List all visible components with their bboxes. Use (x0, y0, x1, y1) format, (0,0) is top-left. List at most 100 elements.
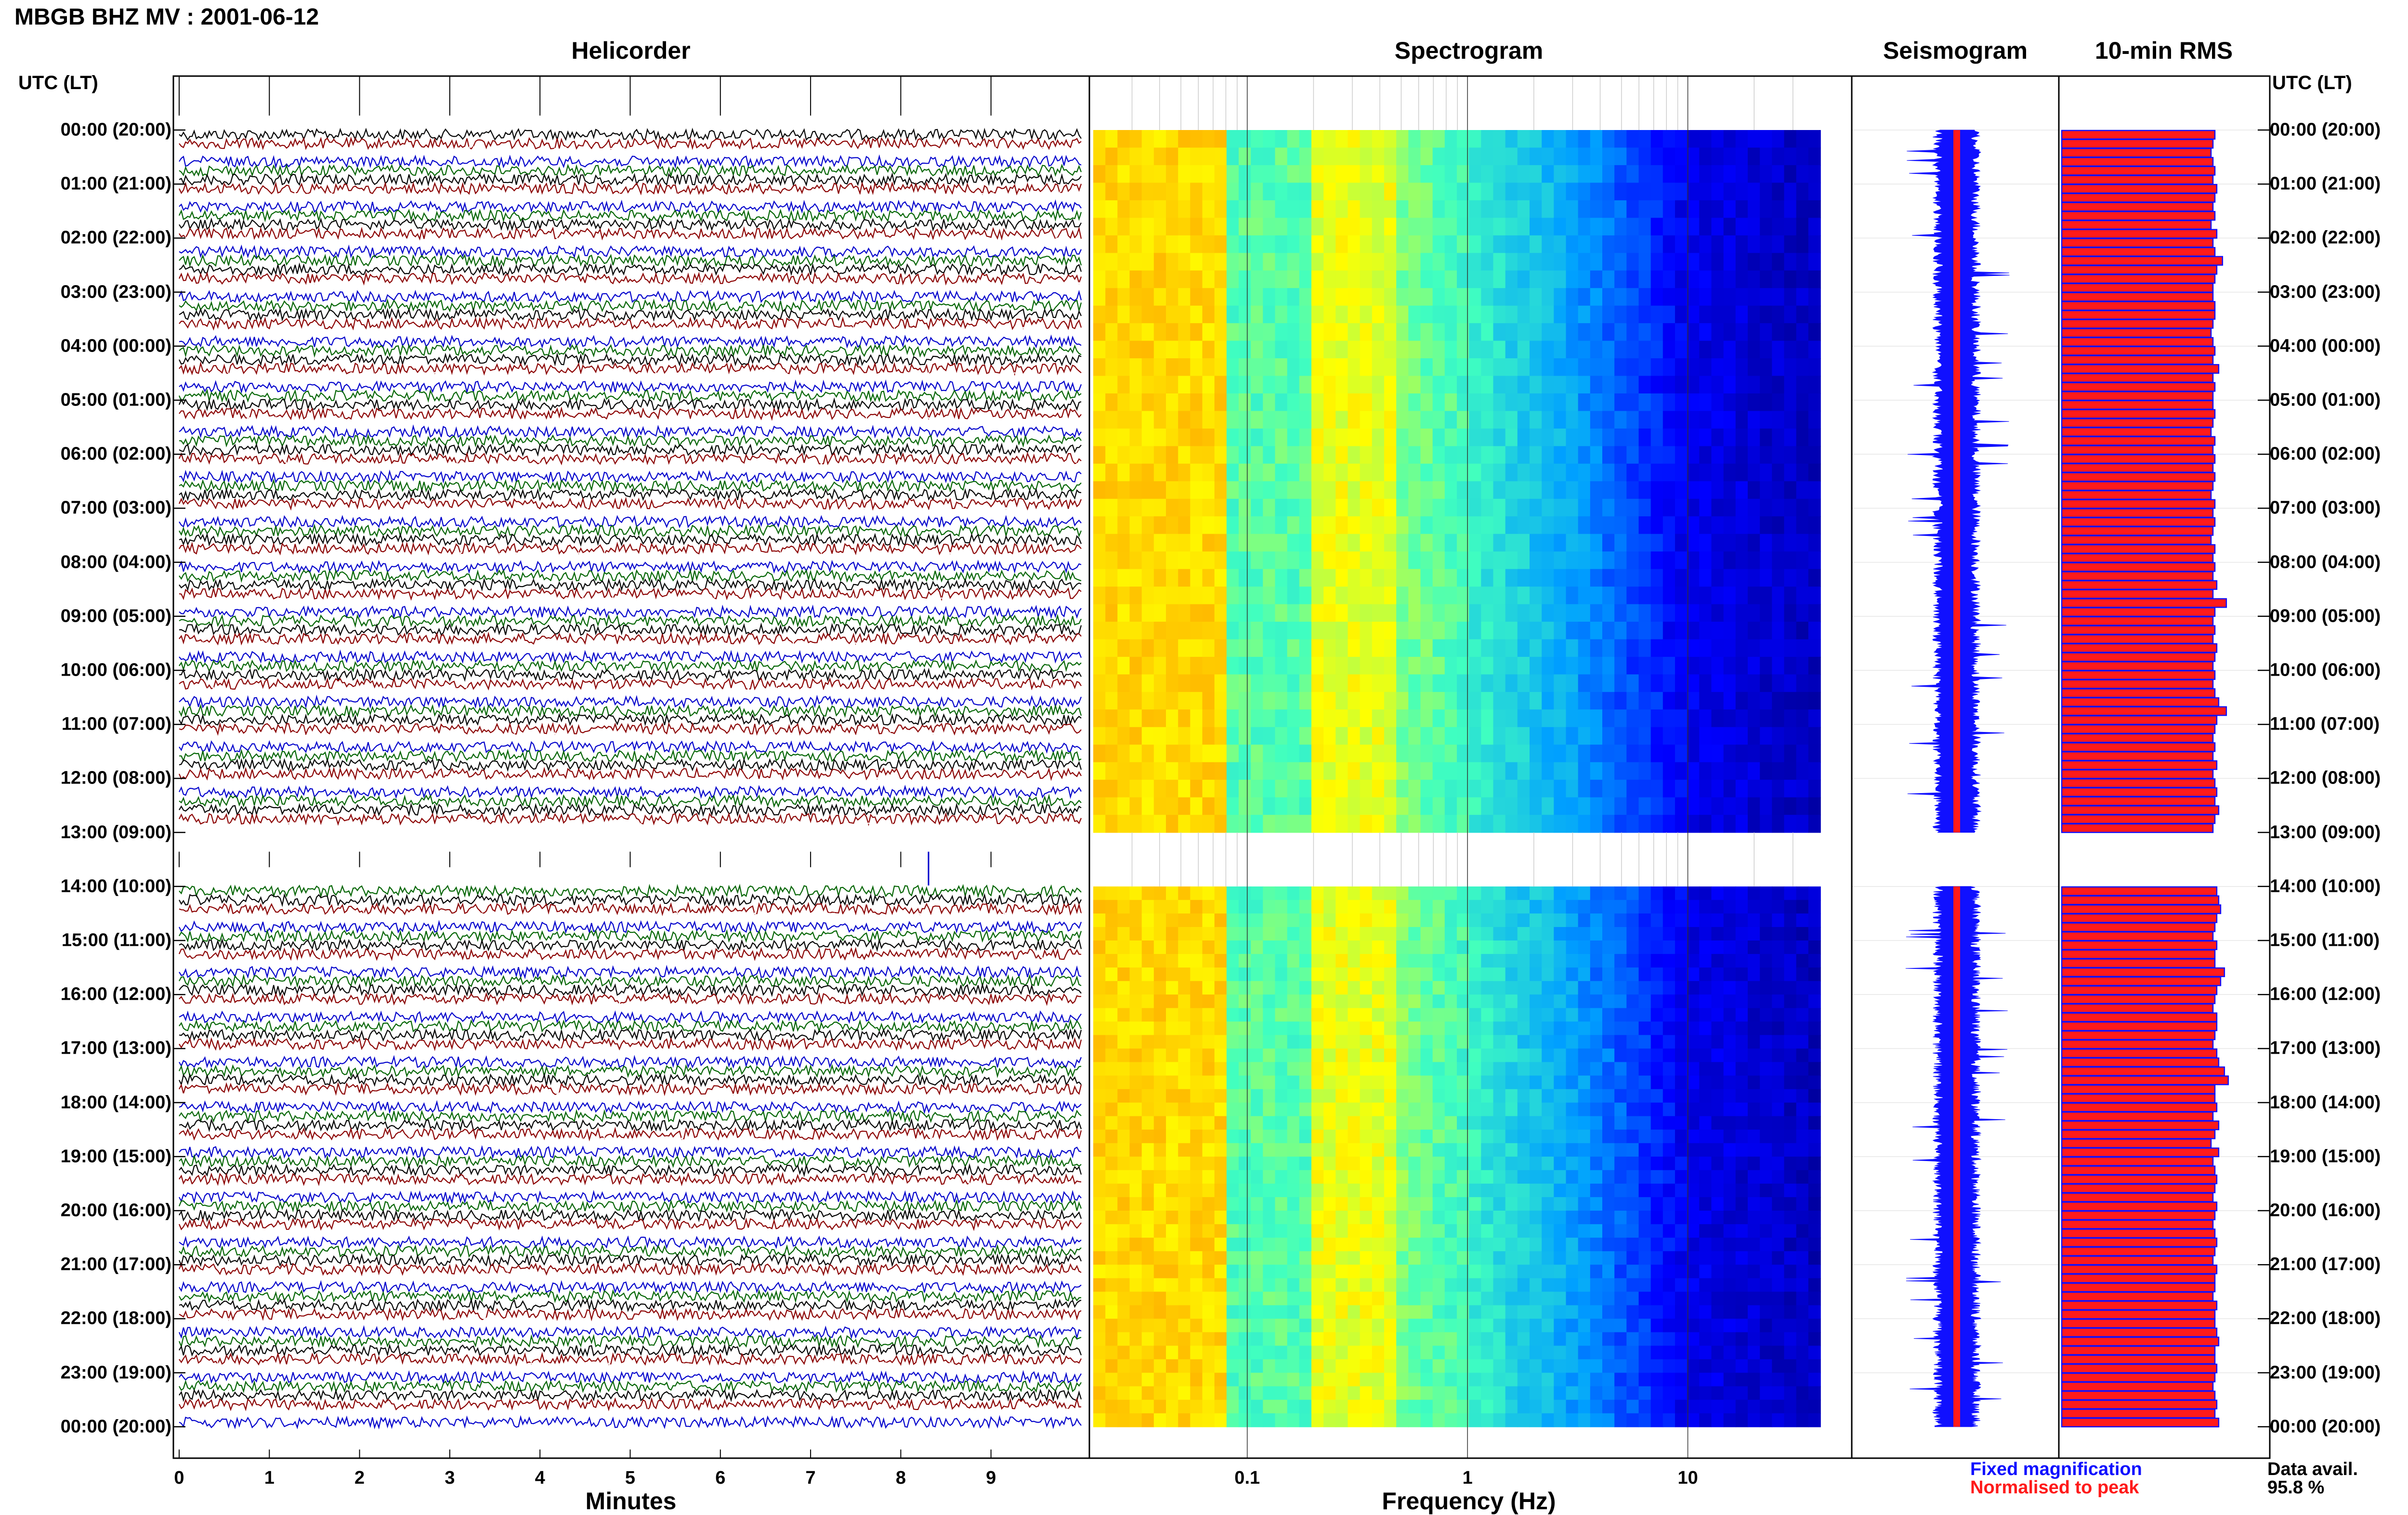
spectrogram-cell (1796, 1008, 1809, 1022)
spectrogram-cell (1287, 622, 1300, 640)
spectrogram-cell (1712, 271, 1724, 288)
spectrogram-cell (1602, 1346, 1615, 1360)
spectrogram-cell (1493, 1211, 1506, 1225)
spectrogram-cell (1166, 709, 1178, 727)
spectrogram-cell (1421, 1116, 1433, 1130)
spectrogram-cell (1626, 727, 1639, 745)
spectrogram-cell (1493, 967, 1506, 981)
spectrogram-cell (1724, 446, 1736, 464)
spectrogram-cell (1178, 967, 1191, 981)
spectrogram-cell (1626, 341, 1639, 359)
spectrogram-cell (1590, 954, 1603, 968)
spectrogram-cell (1724, 1076, 1736, 1090)
spectrogram-cell (1493, 994, 1506, 1008)
spectrogram-cell (1360, 1386, 1373, 1400)
spectrogram-cell (1348, 551, 1361, 569)
spectrogram-cell (1396, 1021, 1409, 1035)
spectrogram-cell (1699, 218, 1712, 235)
spectrogram-cell (1178, 464, 1191, 482)
spectrogram-cell (1203, 551, 1215, 569)
spectrogram-cell (1239, 900, 1251, 914)
spectrogram-cell (1105, 815, 1118, 833)
spectrogram-cell (1433, 1332, 1445, 1346)
spectrogram-cell (1687, 218, 1700, 235)
spectrogram-cell (1105, 1089, 1118, 1103)
spectrogram-cell (1215, 657, 1227, 675)
spectrogram-cell (1469, 1143, 1481, 1157)
spectrogram-cell (1360, 1008, 1373, 1022)
spectrogram-cell (1384, 393, 1397, 411)
spectrogram-cell (1566, 218, 1579, 235)
spectrogram-cell (1481, 218, 1493, 235)
spectrogram-cell (1227, 1251, 1239, 1265)
spectrogram-cell (1784, 815, 1797, 833)
spectrogram-cell (1142, 927, 1154, 941)
spectrogram-cell (1275, 727, 1288, 745)
spectrogram-cell (1396, 1305, 1409, 1319)
spectrogram-cell (1433, 218, 1445, 235)
spectrogram-cell (1263, 815, 1275, 833)
spectrogram-cell (1712, 1143, 1724, 1157)
spectrogram-cell (1093, 376, 1106, 394)
spectrogram-cell (1263, 1157, 1275, 1171)
spectrogram-cell (1578, 534, 1591, 552)
spectrogram-cell (1530, 1332, 1542, 1346)
spectrogram-cell (1687, 569, 1700, 587)
spectrogram-cell (1263, 1346, 1275, 1360)
spectrogram-cell (1178, 1292, 1191, 1306)
spectrogram-cell (1299, 323, 1312, 341)
spectrogram-cell (1626, 674, 1639, 692)
spectrogram-cell (1445, 1251, 1457, 1265)
spectrogram-cell (1323, 1265, 1336, 1279)
spectrogram-cell (1493, 1224, 1506, 1238)
spectrogram-cell (1530, 1346, 1542, 1360)
spectrogram-cell (1360, 967, 1373, 981)
spectrogram-cell (1639, 1413, 1651, 1427)
spectrogram-cell (1724, 253, 1736, 271)
spectrogram-cell (1639, 900, 1651, 914)
spectrogram-cell (1736, 657, 1748, 675)
spectrogram-cell (1154, 1170, 1166, 1184)
spectrogram-cell (1808, 551, 1821, 569)
spectrogram-cell (1602, 1278, 1615, 1292)
spectrogram-cell (1227, 1103, 1239, 1117)
spectrogram-cell (1384, 1332, 1397, 1346)
spectrogram-cell (1566, 306, 1579, 324)
spectrogram-cell (1784, 709, 1797, 727)
spectrogram-cell (1712, 1008, 1724, 1022)
spectrogram-cell (1227, 551, 1239, 569)
spectrogram-cell (1323, 271, 1336, 288)
spectrogram-cell (1360, 446, 1373, 464)
spectrogram-cell (1772, 1008, 1784, 1022)
spectrogram-cell (1130, 200, 1142, 218)
spectrogram-cell (1263, 1197, 1275, 1211)
spectrogram-cell (1372, 927, 1385, 941)
spectrogram-cell (1578, 674, 1591, 692)
spectrogram-cell (1178, 587, 1191, 604)
spectrogram-cell (1372, 604, 1385, 622)
spectrogram-cell (1166, 1292, 1178, 1306)
spectrogram-cell (1251, 376, 1263, 394)
spectrogram-cell (1748, 1346, 1760, 1360)
spectrogram-cell (1299, 927, 1312, 941)
spectrogram-cell (1130, 657, 1142, 675)
spectrogram-cell (1117, 165, 1130, 183)
spectrogram-cell (1335, 674, 1348, 692)
spectrogram-cell (1566, 446, 1579, 464)
spectrogram-cell (1275, 1278, 1288, 1292)
spectrogram-cell (1699, 1251, 1712, 1265)
spectrogram-cell (1178, 640, 1191, 657)
spectrogram-cell (1772, 1305, 1784, 1319)
spectrogram-cell (1808, 271, 1821, 288)
spectrogram-cell (1651, 815, 1663, 833)
spectrogram-cell (1421, 1130, 1433, 1144)
spectrogram-cell (1724, 1319, 1736, 1332)
spectrogram-cell (1408, 569, 1421, 587)
spectrogram-cell (1408, 1170, 1421, 1184)
spectrogram-cell (1203, 797, 1215, 815)
spectrogram-cell (1675, 1103, 1688, 1117)
spectrogram-cell (1772, 551, 1784, 569)
spectrogram-cell (1772, 393, 1784, 411)
spectrogram-cell (1360, 271, 1373, 288)
spectrogram-cell (1445, 744, 1457, 762)
